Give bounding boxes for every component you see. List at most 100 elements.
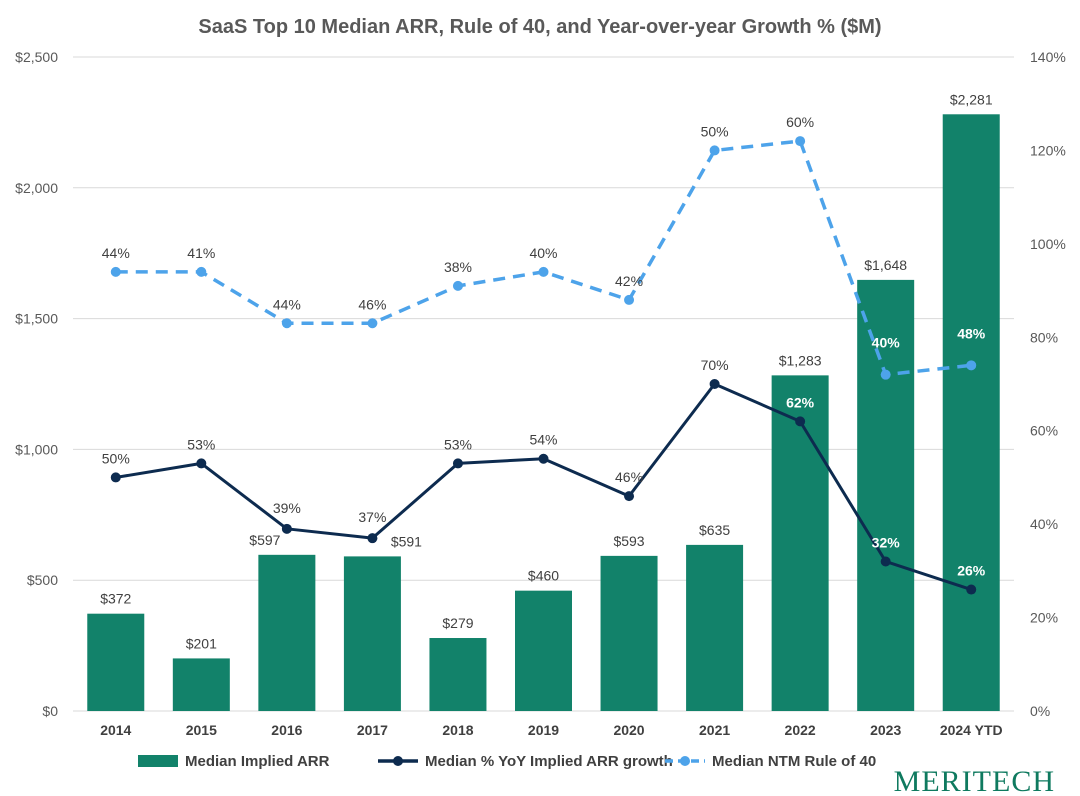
rule-of-40-label-2023: 40% (872, 335, 901, 351)
rule-of-40-label-2022: 60% (786, 114, 814, 130)
yoy-growth-point-2021 (709, 379, 720, 389)
legend-median-implied-arr-label: Median Implied ARR (185, 753, 330, 770)
x-tick-label-2016: 2016 (271, 722, 302, 738)
bar-label-2014: $372 (100, 591, 131, 607)
yoy-growth-line (115, 382, 972, 591)
bar-2024-ytd (942, 114, 1000, 711)
bar-label-2018: $279 (442, 615, 473, 631)
rule-of-40-point-2017 (367, 318, 378, 329)
legend-yoy-growth-label: Median % YoY Implied ARR growth (425, 753, 673, 770)
y-right-tick-label: 120% (1030, 142, 1066, 158)
rule-of-40-point-2022 (795, 136, 806, 147)
yoy-growth-point-2023 (880, 556, 891, 567)
x-tick-label-2019: 2019 (528, 722, 559, 738)
rule-of-40-label-2024-ytd: 48% (957, 325, 986, 341)
y-left-tick-label: $500 (27, 572, 58, 588)
y-right-tick-label: 140% (1030, 49, 1066, 65)
y-left-tick-label: $1,000 (15, 441, 58, 457)
chart-title: SaaS Top 10 Median ARR, Rule of 40, and … (198, 16, 881, 38)
bar-label-2023: $1,648 (864, 257, 907, 273)
bar-label-2021: $635 (699, 522, 730, 538)
yoy-growth-label-2023: 32% (872, 535, 901, 551)
yoy-growth-point-2019 (538, 453, 549, 464)
bar-label-2020: $593 (613, 533, 644, 549)
data-labels: $372 $201 $597 $591 $279 $460 $593 $635 $1,283 $1… (100, 91, 993, 651)
yoy-growth-point-2015 (196, 458, 207, 469)
y-left-tick-label: $0 (42, 703, 58, 719)
legend-rule-of-40-swatch-marker (680, 756, 690, 766)
bar-label-2024-ytd: $2,281 (950, 91, 993, 107)
y-right-tick-label: 100% (1030, 236, 1066, 252)
x-tick-label-2018: 2018 (442, 722, 473, 738)
yoy-growth-label-2017: 37% (358, 509, 386, 525)
legend-median-implied-arr-swatch (138, 755, 178, 767)
y-right-tick-label: 20% (1030, 610, 1058, 626)
y-left-tick-label: $2,000 (15, 180, 58, 196)
bar-2023 (857, 279, 915, 711)
rule-of-40-label-2021: 50% (701, 123, 729, 139)
bar-2016 (258, 554, 316, 711)
bar-2018 (429, 638, 487, 711)
rule-of-40-point-2023 (880, 369, 891, 380)
meritech-logo: MERITECH (894, 765, 1055, 796)
rule-of-40-label-2014: 44% (102, 245, 130, 261)
x-tick-label-2015: 2015 (186, 722, 217, 738)
line-series-group (110, 136, 977, 595)
y-left-tick-label: $2,500 (15, 49, 58, 65)
legend-yoy-growth: Median % YoY Implied ARR growth (378, 753, 673, 770)
x-tick-label-2022: 2022 (785, 722, 816, 738)
yoy-growth-point-2016 (281, 523, 292, 534)
x-tick-label-2024-ytd: 2024 YTD (940, 722, 1003, 738)
x-tick-label-2020: 2020 (613, 722, 644, 738)
bar-2021 (686, 544, 744, 711)
legend-yoy-growth-swatch-marker (393, 756, 403, 766)
yoy-growth-point-2017 (367, 533, 378, 544)
bar-2022 (771, 375, 829, 711)
yoy-growth-point-2024-ytd (966, 584, 977, 595)
y-right-tick-label: 0% (1030, 703, 1050, 719)
legend-rule-of-40: Median NTM Rule of 40 (665, 753, 876, 770)
bar-2015 (172, 658, 230, 711)
x-tick-label-2017: 2017 (357, 722, 388, 738)
yoy-growth-label-2019: 54% (529, 432, 557, 448)
y-right-tick-label: 60% (1030, 423, 1058, 439)
legend-median-implied-arr: Median Implied ARR (138, 753, 330, 770)
y-right-tick-label: 40% (1030, 516, 1058, 532)
bar-series-median-implied-arr (87, 114, 1000, 711)
rule-of-40-point-2019 (538, 266, 549, 277)
rule-of-40-label-2020: 42% (615, 273, 643, 289)
yoy-growth-point-2018 (452, 458, 463, 469)
yoy-growth-label-2018: 53% (444, 436, 472, 452)
yoy-growth-label-2015: 53% (187, 436, 215, 452)
rule-of-40-label-2019: 40% (529, 245, 557, 261)
bar-label-2017: $591 (391, 533, 422, 549)
y-right-tick-label: 80% (1030, 329, 1058, 345)
bar-label-2022: $1,283 (779, 352, 822, 368)
rule-of-40-point-2018 (452, 280, 463, 291)
axis-ticks: $0 $500 $1,000 $1,500 $2,000 $2,500 0% 20% 40% 60… (15, 49, 1066, 738)
bar-2017 (343, 556, 401, 711)
gridlines (73, 56, 1014, 712)
yoy-growth-label-2014: 50% (102, 450, 130, 466)
bar-2020 (600, 555, 658, 711)
rule-of-40-point-2020 (624, 294, 635, 305)
rule-of-40-point-2024-ytd (966, 360, 977, 371)
yoy-growth-point-2014 (110, 472, 121, 483)
legend-rule-of-40-label: Median NTM Rule of 40 (712, 753, 876, 770)
yoy-growth-label-2020: 46% (615, 469, 643, 485)
rule-of-40-label-2017: 46% (358, 296, 386, 312)
x-tick-label-2023: 2023 (870, 722, 901, 738)
yoy-growth-point-2022 (795, 416, 806, 427)
bar-2014 (87, 613, 145, 711)
legend: Median Implied ARR Median % YoY Implied A… (138, 753, 876, 770)
bar-label-2016: $597 (249, 532, 280, 548)
bar-label-2019: $460 (528, 568, 559, 584)
yoy-growth-label-2021: 70% (701, 357, 729, 373)
y-left-tick-label: $1,500 (15, 311, 58, 327)
bar-2019 (515, 590, 572, 711)
rule-of-40-label-2018: 38% (444, 259, 472, 275)
rule-of-40-point-2021 (709, 145, 720, 156)
rule-of-40-point-2014 (110, 266, 121, 277)
rule-of-40-label-2016: 44% (273, 296, 301, 312)
